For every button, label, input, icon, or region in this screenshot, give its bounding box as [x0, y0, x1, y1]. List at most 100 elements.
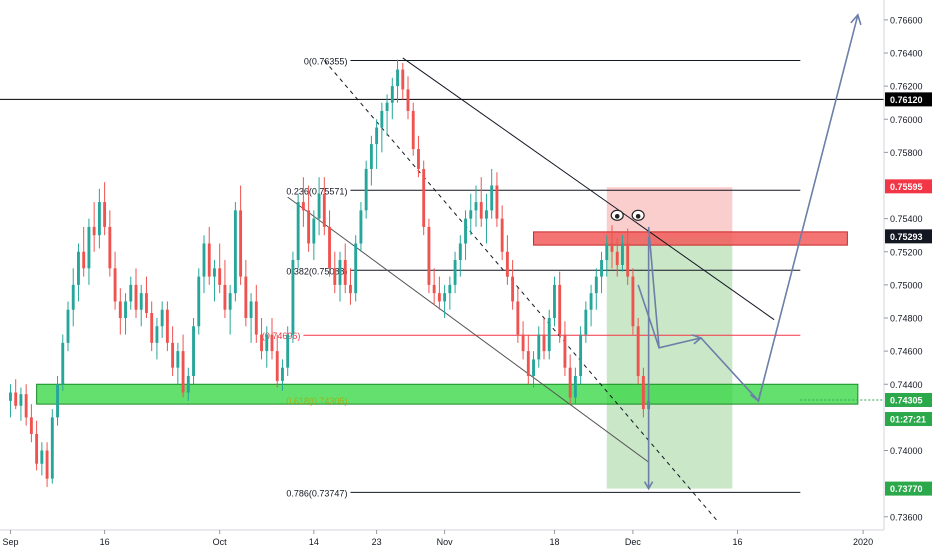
- candle: [364, 160, 368, 219]
- candle-body: [364, 168, 368, 211]
- candle: [275, 334, 279, 388]
- candle: [118, 288, 122, 335]
- candle: [207, 226, 211, 285]
- candle: [307, 185, 311, 252]
- candle-body: [380, 110, 384, 128]
- candle: [359, 202, 363, 252]
- candle-body: [573, 375, 577, 398]
- candle-body: [71, 284, 75, 310]
- candle-body: [186, 375, 190, 393]
- candle: [312, 210, 316, 261]
- candle-body: [532, 359, 535, 376]
- candle-body: [197, 276, 201, 327]
- candle-body: [145, 293, 148, 314]
- candle: [176, 342, 180, 385]
- candle: [375, 119, 379, 169]
- candle-body: [343, 260, 347, 285]
- candle: [145, 276, 148, 318]
- candle-body: [108, 226, 112, 269]
- candle: [50, 409, 54, 484]
- candle-body: [171, 342, 175, 368]
- price-axis[interactable]: 0.76600 0.76400 0.76200 0.76000 0.75800 0.754…: [883, 0, 932, 530]
- time-tick-label: 18: [549, 537, 559, 547]
- candle: [589, 284, 593, 327]
- candle: [422, 160, 426, 236]
- price-tag[interactable]: 0.76120: [885, 92, 932, 107]
- candle: [155, 318, 159, 360]
- candle: [239, 185, 243, 285]
- candle-body: [260, 334, 263, 352]
- candle-body: [589, 293, 593, 310]
- candle-body: [150, 313, 154, 343]
- time-tick-label: 16: [100, 537, 110, 547]
- candle-body: [307, 210, 311, 244]
- candle-body: [165, 309, 169, 343]
- time-tick-label: Dec: [625, 537, 642, 547]
- candle-body: [317, 193, 321, 219]
- trendline-upper[interactable]: [402, 57, 775, 321]
- candle: [385, 94, 389, 136]
- candle: [301, 177, 305, 227]
- candle-body: [495, 185, 499, 219]
- candle: [103, 182, 107, 236]
- candle-body: [615, 251, 619, 265]
- candle: [631, 268, 635, 335]
- candle: [338, 251, 342, 302]
- candle: [328, 210, 331, 277]
- candle: [296, 193, 300, 269]
- candle-body: [437, 293, 441, 302]
- candle-body: [636, 326, 640, 376]
- candle-body: [396, 69, 399, 87]
- candle-body: [301, 202, 305, 211]
- candle-body: [563, 334, 567, 368]
- price-tag[interactable]: 0.75595: [885, 179, 932, 194]
- time-tick-label: 23: [372, 537, 382, 547]
- arrow-head: [691, 334, 703, 345]
- take-profit-zone[interactable]: [606, 236, 733, 489]
- time-tick-label: 16: [733, 537, 743, 547]
- candle: [448, 276, 452, 310]
- candle-body: [265, 334, 269, 352]
- candle: [401, 62, 405, 100]
- candle-body: [579, 334, 583, 376]
- candle-body: [35, 433, 39, 464]
- price-tag[interactable]: 0.73770: [885, 481, 932, 496]
- candle: [621, 235, 624, 272]
- support-zone[interactable]: [36, 383, 859, 405]
- candle: [29, 404, 33, 443]
- candle-body: [50, 417, 54, 479]
- candle-body: [202, 243, 206, 277]
- candle: [453, 251, 457, 294]
- candle-body: [97, 202, 101, 236]
- candle: [165, 301, 169, 352]
- price-tick-label: 0.74400: [890, 380, 923, 390]
- price-tag[interactable]: 01:27:21: [885, 412, 932, 427]
- candle: [181, 334, 185, 398]
- candle: [568, 354, 572, 405]
- time-tick-label: 14: [309, 537, 319, 547]
- candle: [291, 251, 295, 343]
- channel-line-lower[interactable]: [287, 196, 649, 463]
- candle: [213, 260, 216, 302]
- candle-body: [103, 202, 107, 227]
- candle-body: [375, 127, 379, 145]
- candle: [511, 260, 515, 310]
- price-tag[interactable]: 0.74305: [885, 392, 932, 407]
- candle-body: [291, 260, 295, 335]
- candle-body: [542, 334, 546, 352]
- candle: [605, 235, 609, 277]
- price-tag-label: 0.74305: [890, 395, 923, 405]
- candle: [380, 102, 384, 153]
- time-axis[interactable]: Sep 16 Oct 14 23 Nov 18 Dec 16 2020: [0, 529, 884, 547]
- candle-body: [213, 268, 216, 277]
- candle-body: [61, 342, 65, 385]
- stop-loss-zone[interactable]: [606, 187, 733, 237]
- candle: [505, 235, 509, 285]
- candle: [66, 301, 70, 352]
- candle: [532, 351, 535, 388]
- price-tag[interactable]: 0.75293: [885, 229, 932, 244]
- candle: [333, 251, 337, 294]
- candle-body: [77, 251, 80, 285]
